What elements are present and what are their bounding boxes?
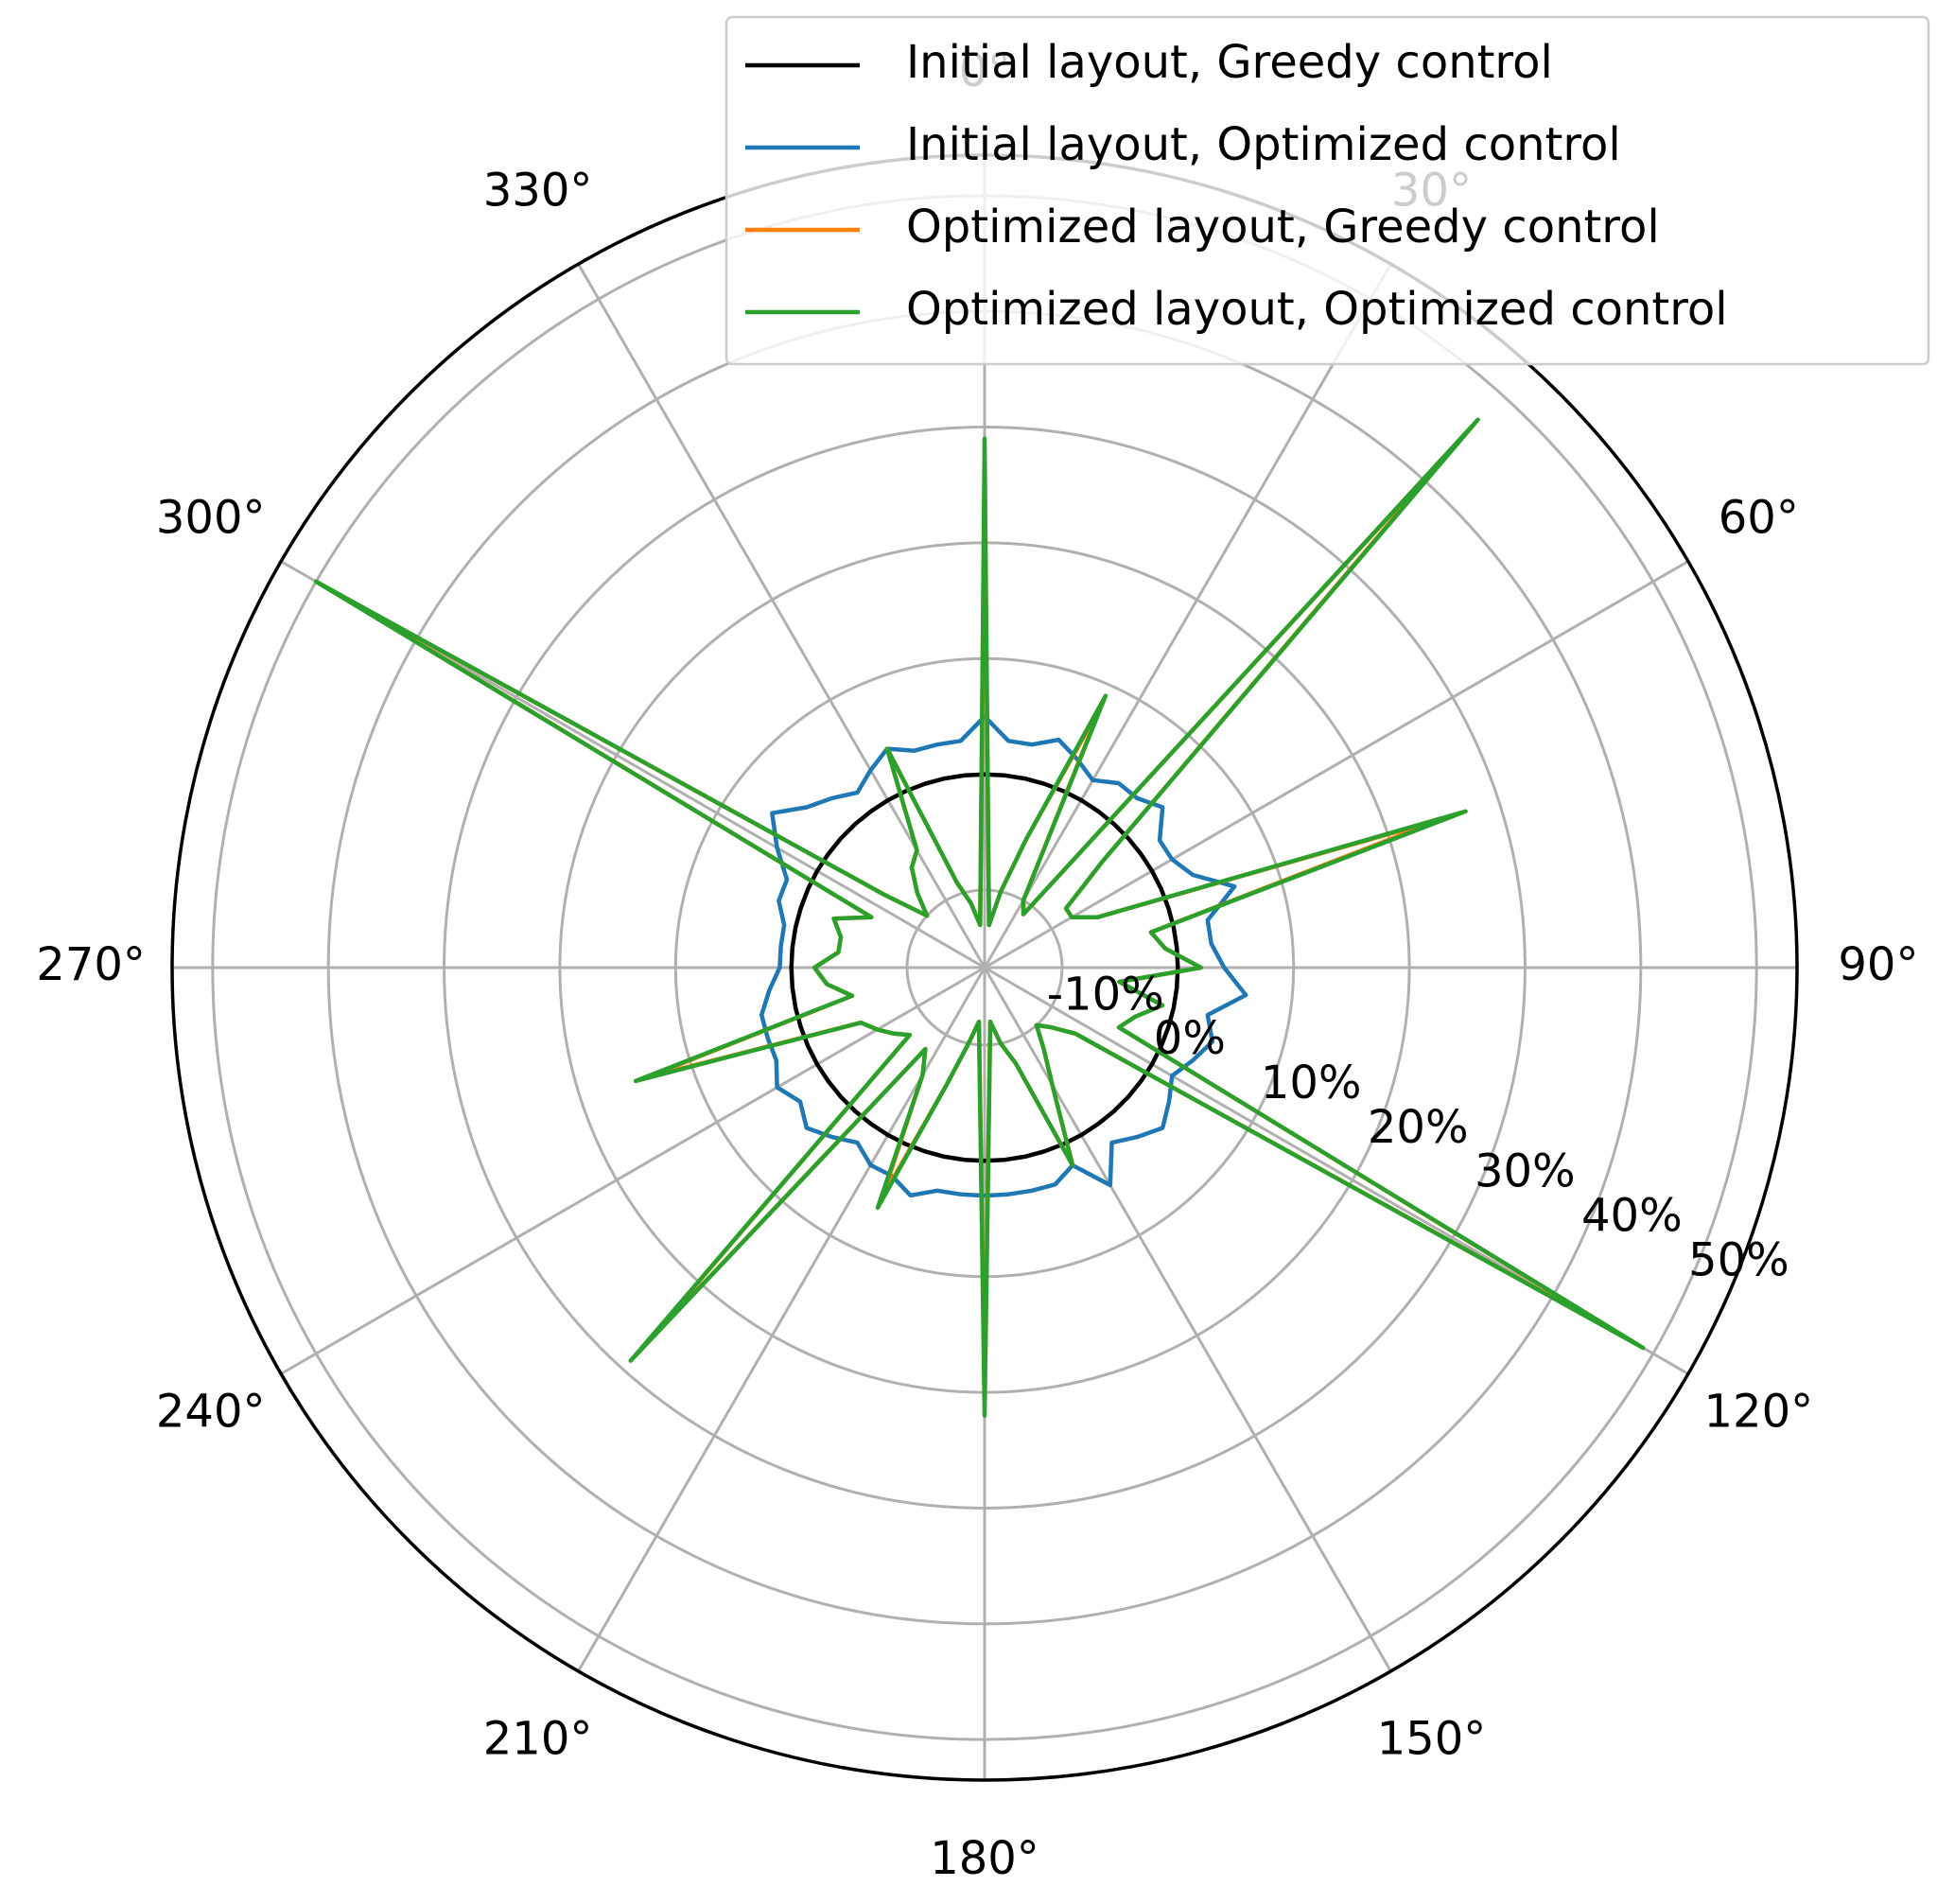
r-tick-label: 0%: [1154, 1012, 1226, 1065]
grid-spoke: [280, 966, 986, 1375]
theta-tick-label: 270°: [36, 938, 146, 991]
theta-tick-label: 150°: [1377, 1712, 1487, 1765]
legend-label: Initial layout, Optimized control: [906, 118, 1621, 171]
theta-tick-label: 300°: [156, 492, 266, 545]
theta-tick-label: 180°: [930, 1832, 1039, 1885]
theta-tick-label: 330°: [483, 165, 593, 218]
legend-box: [724, 15, 1930, 366]
r-tick-label: 50%: [1688, 1233, 1789, 1286]
r-tick-label: 40%: [1581, 1190, 1683, 1243]
grid-spoke: [577, 967, 986, 1672]
legend: Initial layout, Greedy control Initial la…: [724, 15, 1930, 366]
r-tick-label: 10%: [1261, 1057, 1362, 1109]
grid-spoke: [983, 263, 1392, 969]
theta-tick-label: 90°: [1838, 938, 1918, 991]
plot-area: [313, 417, 1646, 1418]
theta-tick-label: 60°: [1719, 492, 1799, 545]
series-line: [759, 714, 1248, 1198]
grid-spoke: [984, 560, 1689, 969]
theta-tick-label: 120°: [1703, 1385, 1813, 1438]
grid: [170, 153, 1799, 1782]
r-tick-label: 30%: [1475, 1145, 1576, 1198]
r-tick-label: 20%: [1368, 1101, 1469, 1154]
theta-tick-label: 210°: [483, 1712, 593, 1765]
legend-label: Initial layout, Greedy control: [906, 36, 1553, 89]
series-line: [313, 417, 1646, 1418]
series-line: [789, 772, 1180, 1163]
r-tick-label: -10%: [1047, 968, 1164, 1021]
legend-label: Optimized layout, Optimized control: [906, 283, 1728, 336]
legend-label: Optimized layout, Greedy control: [906, 201, 1660, 253]
theta-tick-label: 240°: [156, 1385, 266, 1438]
